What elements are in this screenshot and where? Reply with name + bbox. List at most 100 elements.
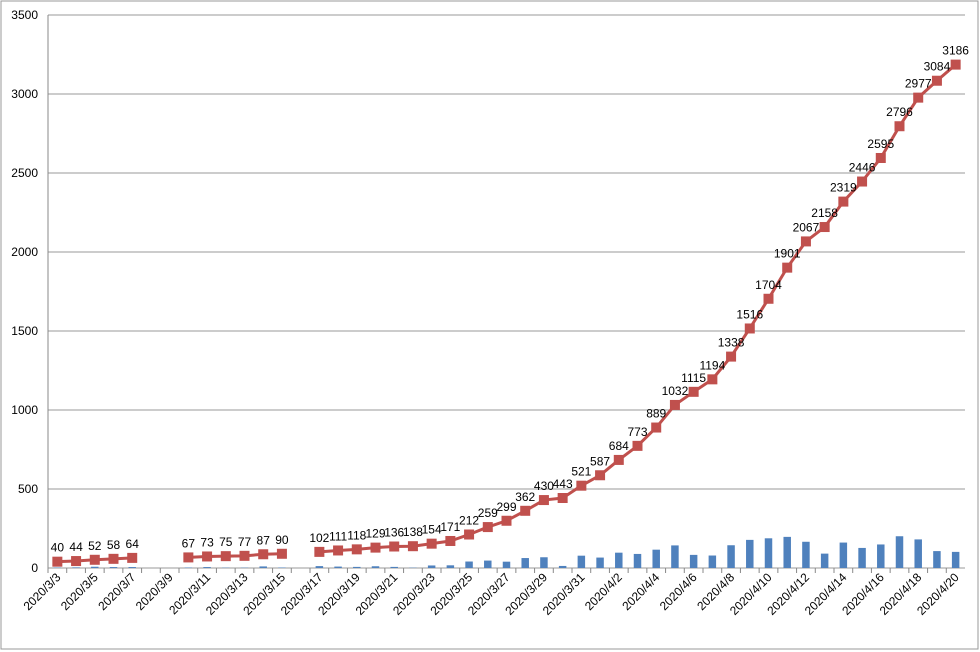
bar <box>933 551 941 568</box>
marker <box>351 544 362 555</box>
data-label: 2067 <box>793 220 820 234</box>
data-label: 87 <box>257 533 271 547</box>
bar <box>895 536 904 568</box>
data-label: 1704 <box>755 278 782 292</box>
y-tick-label: 1500 <box>11 324 38 338</box>
marker <box>800 236 811 247</box>
data-label: 102 <box>309 531 329 545</box>
bar <box>577 555 586 568</box>
marker <box>931 75 942 86</box>
data-label: 136 <box>384 526 404 540</box>
marker <box>688 386 699 397</box>
marker <box>838 196 849 207</box>
bar <box>746 539 754 568</box>
bar <box>615 552 623 568</box>
marker <box>557 493 568 504</box>
data-label: 75 <box>219 535 233 549</box>
marker <box>52 556 63 567</box>
bar <box>727 545 735 568</box>
data-label: 138 <box>403 525 423 539</box>
marker <box>538 495 549 506</box>
data-label: 362 <box>515 490 535 504</box>
data-label: 2796 <box>886 105 913 119</box>
bar <box>521 558 529 568</box>
data-label: 58 <box>107 538 121 552</box>
bar <box>315 566 324 568</box>
data-label: 259 <box>478 506 498 520</box>
bar <box>708 555 717 568</box>
marker <box>894 121 905 132</box>
data-label: 773 <box>627 425 647 439</box>
data-label: 3084 <box>924 60 951 74</box>
marker <box>744 323 755 334</box>
marker <box>763 293 774 304</box>
bar <box>465 561 473 568</box>
data-label: 171 <box>440 520 460 534</box>
marker <box>501 515 512 526</box>
marker <box>875 152 886 163</box>
bar <box>914 539 922 568</box>
marker <box>464 529 475 540</box>
bar <box>128 567 136 568</box>
bar <box>390 566 398 568</box>
data-label: 77 <box>238 535 252 549</box>
data-label: 587 <box>590 454 610 468</box>
bar <box>446 565 455 568</box>
marker <box>782 262 793 273</box>
y-tick-label: 2000 <box>11 245 38 259</box>
data-label: 2446 <box>849 161 876 175</box>
marker <box>857 176 868 187</box>
marker <box>239 550 250 561</box>
marker <box>314 546 325 557</box>
marker <box>613 454 624 465</box>
marker <box>389 541 400 552</box>
data-label: 111 <box>329 529 348 543</box>
y-tick-label: 2500 <box>11 166 38 180</box>
marker <box>370 542 381 553</box>
marker <box>651 422 662 433</box>
bar <box>951 551 960 568</box>
marker <box>913 92 924 103</box>
marker <box>202 551 213 562</box>
y-tick-label: 1000 <box>11 403 38 417</box>
marker <box>726 351 737 362</box>
bar <box>334 566 342 568</box>
bar <box>877 544 885 568</box>
data-label: 3186 <box>942 44 969 58</box>
data-label: 129 <box>365 527 385 541</box>
y-tick-label: 500 <box>18 482 38 496</box>
marker <box>220 551 231 562</box>
bar <box>540 557 548 568</box>
bar <box>671 545 679 568</box>
marker <box>819 222 830 233</box>
bar <box>502 561 511 568</box>
data-label: 90 <box>275 533 289 547</box>
bar <box>353 566 361 568</box>
bar <box>371 566 380 568</box>
bar <box>820 553 829 568</box>
marker <box>333 545 344 556</box>
marker <box>127 552 138 563</box>
marker <box>669 399 680 410</box>
data-label: 64 <box>126 537 140 551</box>
bar <box>259 566 267 568</box>
data-label: 1032 <box>662 384 689 398</box>
marker <box>632 440 643 451</box>
y-tick-label: 3500 <box>11 8 38 22</box>
bar <box>596 557 604 568</box>
data-label: 430 <box>534 479 554 493</box>
bar <box>764 538 773 568</box>
data-label: 40 <box>51 541 65 555</box>
bar <box>484 560 492 568</box>
marker <box>276 548 287 559</box>
data-label: 521 <box>571 465 591 479</box>
marker <box>520 505 531 516</box>
marker <box>407 541 418 552</box>
data-label: 1516 <box>736 307 763 321</box>
marker <box>258 549 269 560</box>
y-tick-label: 0 <box>31 561 38 575</box>
bar <box>802 541 810 568</box>
data-label: 1901 <box>774 247 801 261</box>
